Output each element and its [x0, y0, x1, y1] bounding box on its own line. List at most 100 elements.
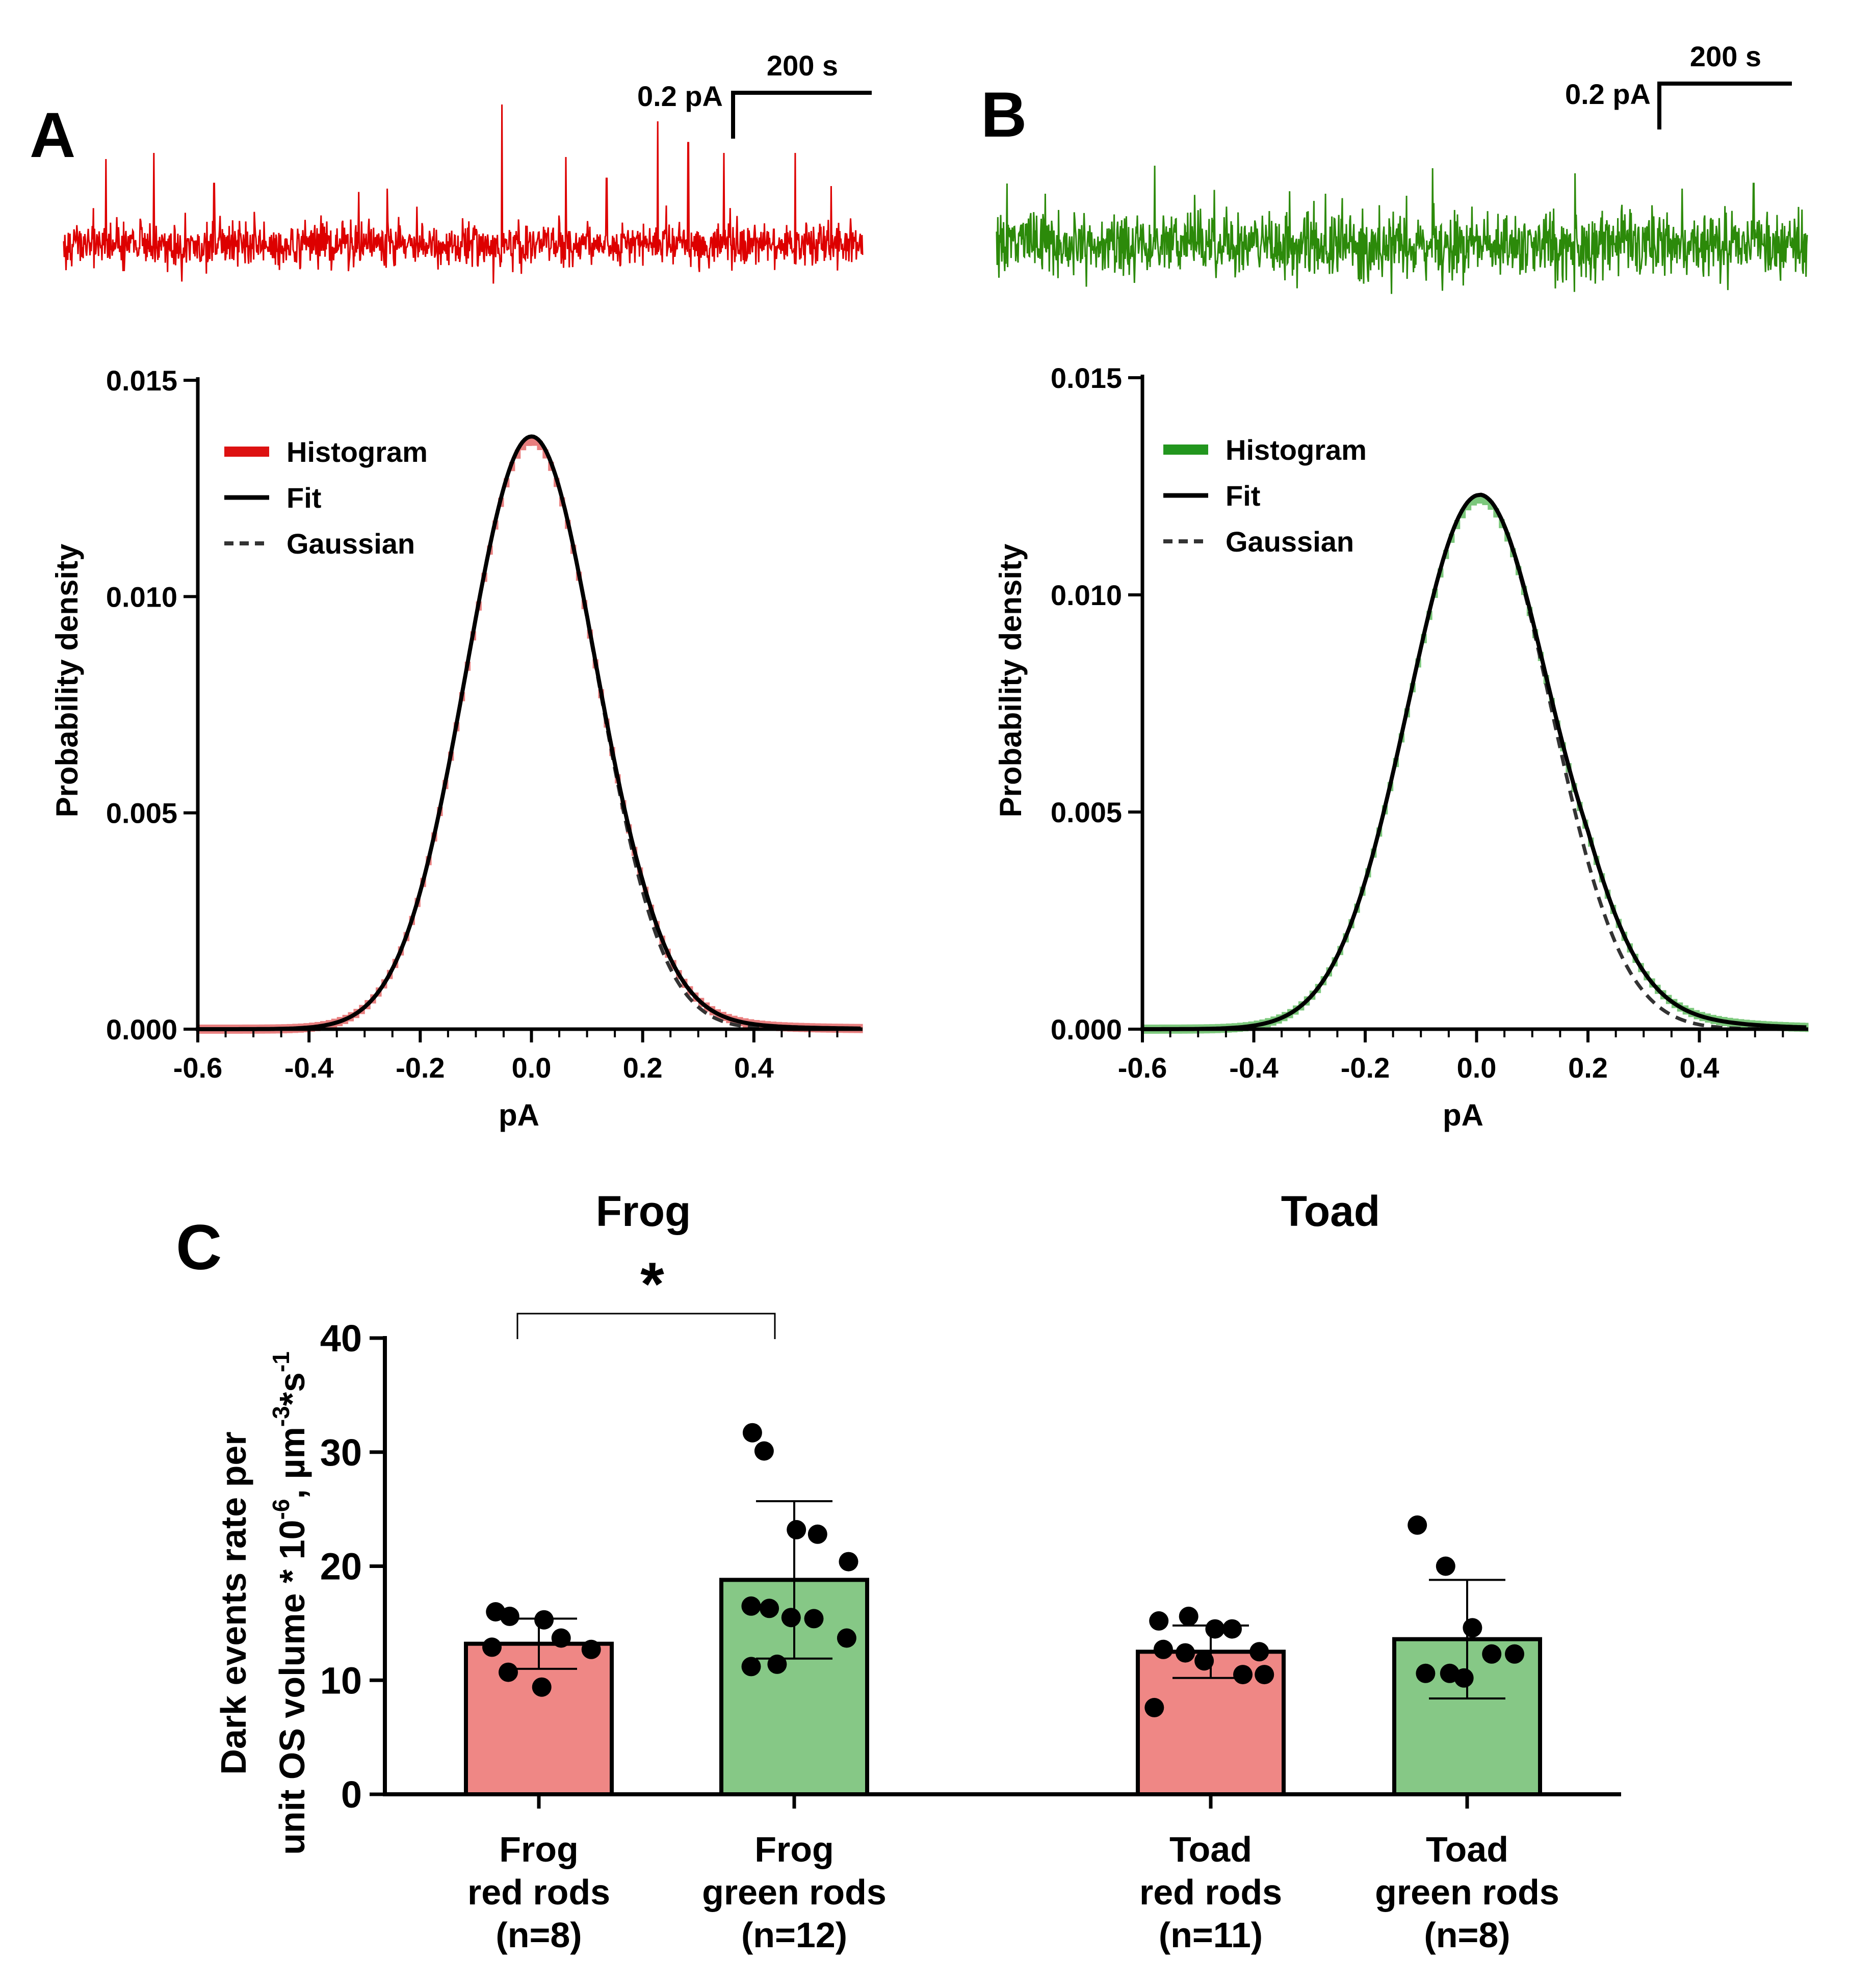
chart-a-axes: 0.000 0.005 0.010 0.015 -0.6 -0.4 -0.2 0.0 0.2 0.…: [106, 364, 863, 1084]
scalebar-a-amplitude: 0.2 pA: [637, 80, 723, 112]
c-ytick-label: 20: [320, 1546, 362, 1588]
legend-a-histogram-label: Histogram: [286, 436, 428, 468]
a-xtick-label: -0.4: [284, 1052, 334, 1084]
data-point-1: [741, 1657, 761, 1677]
data-point-1: [837, 1628, 856, 1648]
significance-bracket: [516, 1313, 776, 1339]
chart-b: 0.000 0.005 0.010 0.015 -0.6 -0.4 -0.2 0.0 0.2 0.…: [994, 362, 1809, 1132]
category-label-2-line2: red rods: [1139, 1872, 1282, 1912]
category-label-1-line2: green rods: [702, 1872, 887, 1912]
a-xtick-label: -0.6: [173, 1052, 223, 1084]
data-point-2: [1205, 1619, 1225, 1639]
data-point-2: [1144, 1697, 1164, 1717]
scalebar-a: [731, 91, 872, 139]
chart-b-histogram: [1142, 494, 1809, 1034]
chart-a-xlabel: pA: [499, 1098, 539, 1132]
data-point-2: [1153, 1639, 1173, 1659]
a-hist-bin: [526, 436, 532, 446]
a-ytick-label: 0.005: [106, 797, 177, 829]
chart-c-ylabel-line2: unit OS volume * 10-6, µm-3*s-1: [268, 1351, 312, 1855]
data-point-1: [741, 1596, 761, 1616]
data-point-0: [534, 1610, 554, 1630]
group-label-toad: Toad: [1281, 1187, 1380, 1235]
data-point-0: [581, 1639, 601, 1659]
chart-a-histogram: [198, 436, 863, 1034]
b-ytick-label: 0.010: [1051, 579, 1122, 611]
chart-b-ylabel: Probability density: [994, 543, 1028, 817]
data-point-0: [482, 1637, 502, 1657]
chart-c-ylabel-line1: Dark events rate per: [214, 1431, 253, 1774]
category-label-1-line1: Frog: [754, 1829, 834, 1869]
chart-a-fit-curve: [198, 434, 861, 1031]
b-hist-bin: [1482, 495, 1488, 505]
chart-b-gaussian-curve: [1142, 493, 1807, 1031]
data-point-0: [500, 1606, 519, 1626]
c-ytick-label: 30: [320, 1431, 362, 1474]
data-point-0: [532, 1677, 552, 1697]
data-point-2: [1149, 1611, 1169, 1631]
chart-a: 0.000 0.005 0.010 0.015 -0.6 -0.4 -0.2 0.0 0.2 0.…: [50, 364, 863, 1132]
trace-b-current: [996, 165, 1808, 294]
data-point-1: [781, 1608, 801, 1628]
a-ytick-label: 0.000: [106, 1013, 177, 1045]
data-point-1: [754, 1441, 774, 1461]
b-xtick-label: -0.2: [1341, 1052, 1390, 1084]
b-xtick-label: 0.0: [1457, 1052, 1497, 1084]
chart-a-ylabel: Probability density: [50, 543, 84, 817]
data-point-3: [1482, 1644, 1502, 1664]
a-hist-bin: [531, 436, 537, 446]
scalebar-b: [1657, 82, 1792, 129]
data-point-1: [804, 1609, 824, 1629]
category-label-0-line2: red rods: [467, 1872, 610, 1912]
data-point-3: [1454, 1668, 1474, 1688]
scalebar-b-time: 200 s: [1690, 40, 1761, 72]
panel-label-c: C: [176, 1212, 222, 1283]
b-xtick-label: 0.4: [1680, 1052, 1719, 1084]
data-point-2: [1233, 1665, 1253, 1685]
b-hist-bin: [1471, 496, 1477, 506]
data-point-2: [1179, 1606, 1198, 1626]
category-label-3-line2: green rods: [1375, 1872, 1559, 1912]
a-ytick-label: 0.015: [106, 364, 177, 397]
group-label-frog: Frog: [596, 1187, 691, 1235]
chart-c-bars: [464, 1423, 1542, 1797]
data-point-1: [767, 1654, 787, 1674]
data-point-3: [1463, 1618, 1482, 1638]
data-point-0: [499, 1662, 518, 1682]
scalebar-b-amplitude: 0.2 pA: [1565, 78, 1651, 110]
legend-a-gaussian-label: Gaussian: [286, 528, 415, 560]
data-point-2: [1176, 1643, 1195, 1663]
data-point-2: [1255, 1665, 1274, 1685]
chart-b-xlabel: pA: [1443, 1098, 1483, 1132]
data-point-3: [1436, 1556, 1455, 1576]
data-point-1: [742, 1423, 762, 1443]
chart-a-gaussian-curve: [198, 434, 861, 1031]
a-hist-bin: [537, 441, 543, 450]
category-label-0-line1: Frog: [499, 1829, 579, 1869]
legend-b-gaussian-label: Gaussian: [1226, 526, 1354, 558]
data-point-1: [839, 1552, 858, 1572]
a-xtick-label: 0.0: [512, 1052, 552, 1084]
b-xtick-label: -0.4: [1229, 1052, 1279, 1084]
data-point-1: [760, 1599, 779, 1618]
category-label-3-line3: (n=8): [1424, 1915, 1510, 1955]
b-ytick-label: 0.015: [1051, 362, 1122, 394]
b-hist-bin: [1488, 501, 1494, 510]
category-label-0-line3: (n=8): [496, 1915, 582, 1955]
data-point-0: [551, 1628, 571, 1648]
chart-b-fit-curve: [1142, 492, 1807, 1031]
b-hist-bin: [1476, 494, 1482, 504]
b-ytick-label: 0.000: [1051, 1013, 1122, 1045]
chart-a-legend: Histogram Fit Gaussian: [224, 436, 428, 560]
trace-a-current: [63, 104, 864, 284]
category-label-2-line1: Toad: [1169, 1829, 1252, 1869]
b-hist-bin: [1460, 509, 1466, 518]
scalebar-a-time: 200 s: [767, 49, 838, 82]
c-ytick-label: 10: [320, 1659, 362, 1702]
category-label-2-line3: (n=11): [1159, 1915, 1263, 1955]
panel-label-b: B: [981, 80, 1027, 150]
c-ytick-label: 40: [320, 1317, 362, 1359]
data-point-1: [787, 1520, 806, 1539]
